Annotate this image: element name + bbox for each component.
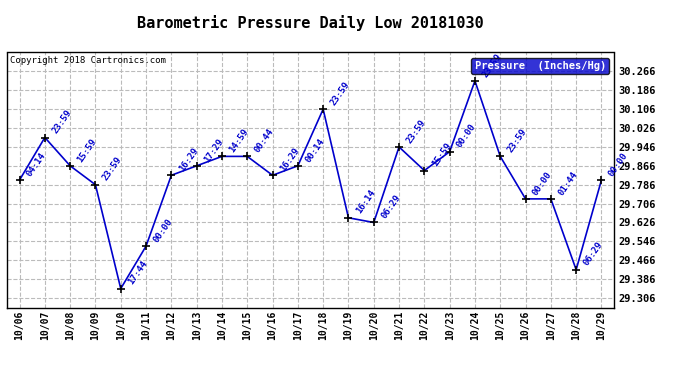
Text: 00:44: 00:44 [253,127,275,154]
Text: 04:14: 04:14 [25,151,48,178]
Text: 00:00: 00:00 [607,151,630,178]
Text: 23:59: 23:59 [101,155,124,183]
Text: 15:59: 15:59 [430,141,453,168]
Text: 06:29: 06:29 [582,240,604,267]
Text: 23:59: 23:59 [328,80,351,107]
Text: 06:29: 06:29 [380,193,402,220]
Text: 23:59: 23:59 [506,127,529,154]
Text: 23:59: 23:59 [480,51,503,79]
Text: 23:59: 23:59 [404,118,427,145]
Text: 00:14: 00:14 [304,136,326,164]
Legend: Pressure  (Inches/Hg): Pressure (Inches/Hg) [471,58,609,74]
Text: 16:29: 16:29 [278,146,301,173]
Text: 17:29: 17:29 [202,136,225,164]
Text: 00:00: 00:00 [531,170,554,197]
Text: 01:44: 01:44 [556,170,579,197]
Text: 16:14: 16:14 [354,188,377,216]
Text: 23:59: 23:59 [50,108,73,135]
Text: Barometric Pressure Daily Low 20181030: Barometric Pressure Daily Low 20181030 [137,15,484,31]
Text: 00:00: 00:00 [152,217,175,244]
Text: 14:59: 14:59 [228,127,250,154]
Text: 15:59: 15:59 [76,136,99,164]
Text: 16:29: 16:29 [177,146,199,173]
Text: 17:44: 17:44 [126,259,149,286]
Text: 00:00: 00:00 [455,122,478,150]
Text: Copyright 2018 Cartronics.com: Copyright 2018 Cartronics.com [10,56,166,65]
